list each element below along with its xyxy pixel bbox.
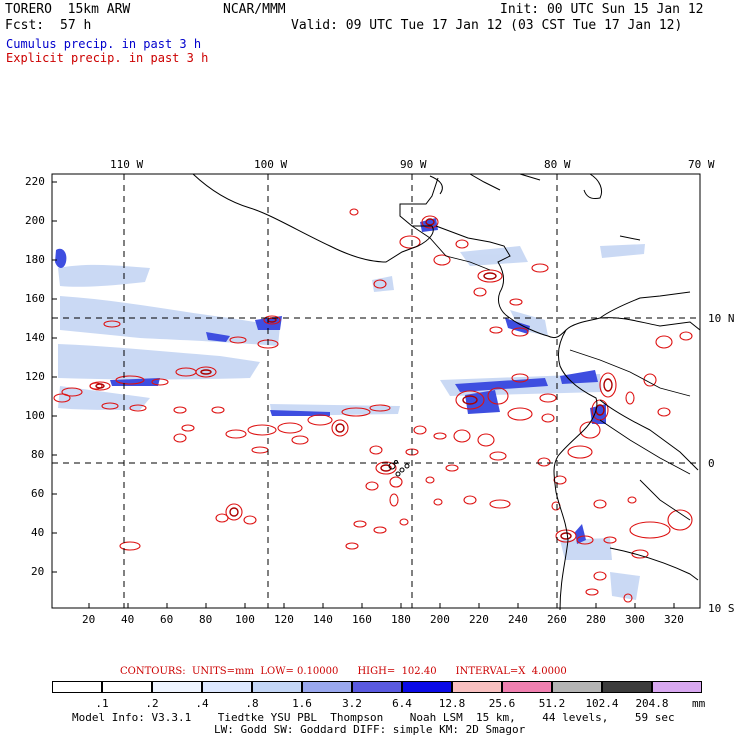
cumulus-precip-shading	[58, 244, 645, 600]
color-legend	[52, 681, 702, 693]
x-tick-label: 260	[547, 613, 567, 626]
legend-label: 6.4	[392, 697, 412, 710]
x-tick-label: 20	[82, 613, 96, 626]
legend-swatch	[302, 681, 352, 693]
legend-swatch	[452, 681, 502, 693]
legend-swatch	[552, 681, 602, 693]
init-time: Init: 00 UTC Sun 15 Jan 12	[500, 2, 704, 17]
axis-ticks	[52, 181, 675, 608]
lat-label-10n: 10 N	[708, 312, 735, 325]
legend-label: 204.8	[635, 697, 669, 710]
lon-label-80w: 80 W	[544, 158, 571, 171]
cumulus-field-title: Cumulus precip. in past 3 h	[6, 37, 202, 51]
legend-swatch	[52, 681, 102, 693]
lon-label-70w: 70 W	[688, 158, 715, 171]
latlon-gridlines	[52, 174, 700, 608]
y-tick-label: 40	[31, 526, 45, 539]
legend-label: 1.6	[292, 697, 312, 710]
y-tick-label: 60	[31, 487, 45, 500]
x-tick-label: 140	[313, 613, 333, 626]
y-tick-label: 20	[31, 565, 45, 578]
map-frame	[51, 173, 701, 609]
model-physics: LW: Godd SW: Goddard DIFF: simple KM: 2D…	[214, 723, 526, 736]
legend-swatch	[152, 681, 202, 693]
explicit-precip-contours	[53, 208, 693, 603]
lon-label-110w: 110 W	[110, 158, 144, 171]
legend-swatch	[352, 681, 402, 693]
contour-info: CONTOURS: UNITS=mm LOW= 0.10000 HIGH= 10…	[120, 666, 567, 677]
legend-swatch	[202, 681, 252, 693]
y-tick-label: 180	[25, 253, 45, 266]
y-tick-label: 160	[25, 292, 45, 305]
lat-label-10s: 10 S	[708, 602, 735, 615]
legend-unit: mm	[692, 697, 706, 710]
legend-label: 51.2	[538, 697, 566, 710]
forecast-hour: 57 h	[60, 18, 92, 33]
x-tick-label: 320	[664, 613, 684, 626]
x-tick-label: 280	[586, 613, 606, 626]
legend-label: 12.8	[438, 697, 466, 710]
explicit-field-title: Explicit precip. in past 3 h	[6, 51, 209, 65]
galapagos-islands	[388, 460, 410, 477]
x-tick-label: 300	[625, 613, 645, 626]
legend-swatch	[652, 681, 702, 693]
x-tick-label: 40	[121, 613, 135, 626]
x-tick-label: 120	[274, 613, 294, 626]
x-tick-label: 80	[199, 613, 213, 626]
legend-label: .2	[145, 697, 159, 710]
legend-swatch	[602, 681, 652, 693]
x-tick-label: 220	[469, 613, 489, 626]
legend-label: 25.6	[488, 697, 516, 710]
cumulus-precip-heavy	[55, 218, 606, 544]
y-tick-label: 100	[25, 409, 45, 422]
x-tick-label: 200	[430, 613, 450, 626]
y-tick-label: 80	[31, 448, 45, 461]
y-tick-label: 120	[25, 370, 45, 383]
y-tick-label: 220	[25, 175, 45, 188]
x-tick-label: 60	[160, 613, 174, 626]
center-name: NCAR/MMM	[223, 2, 286, 17]
model-info: Model Info: V3.3.1 Tiedtke YSU PBL Thomp…	[72, 711, 675, 724]
x-tick-label: 160	[352, 613, 372, 626]
x-tick-label: 180	[391, 613, 411, 626]
country-borders	[411, 225, 691, 521]
legend-swatch	[252, 681, 302, 693]
lat-label-0: 0	[708, 457, 715, 470]
coastlines	[192, 173, 701, 611]
lon-label-100w: 100 W	[254, 158, 288, 171]
legend-label: .4	[195, 697, 209, 710]
x-tick-label: 240	[508, 613, 528, 626]
legend-swatch	[102, 681, 152, 693]
legend-label: .8	[245, 697, 259, 710]
forecast-label: Fcst:	[5, 18, 45, 33]
legend-swatch	[502, 681, 552, 693]
y-tick-label: 140	[25, 331, 45, 344]
legend-label: 3.2	[342, 697, 362, 710]
legend-label: .1	[95, 697, 109, 710]
model-name: TORERO 15km ARW	[5, 2, 131, 17]
valid-time: Valid: 09 UTC Tue 17 Jan 12 (03 CST Tue …	[291, 18, 683, 33]
legend-swatch	[402, 681, 452, 693]
lon-label-90w: 90 W	[400, 158, 427, 171]
legend-label: 102.4	[585, 697, 619, 710]
x-tick-label: 100	[235, 613, 255, 626]
y-tick-label: 200	[25, 214, 45, 227]
